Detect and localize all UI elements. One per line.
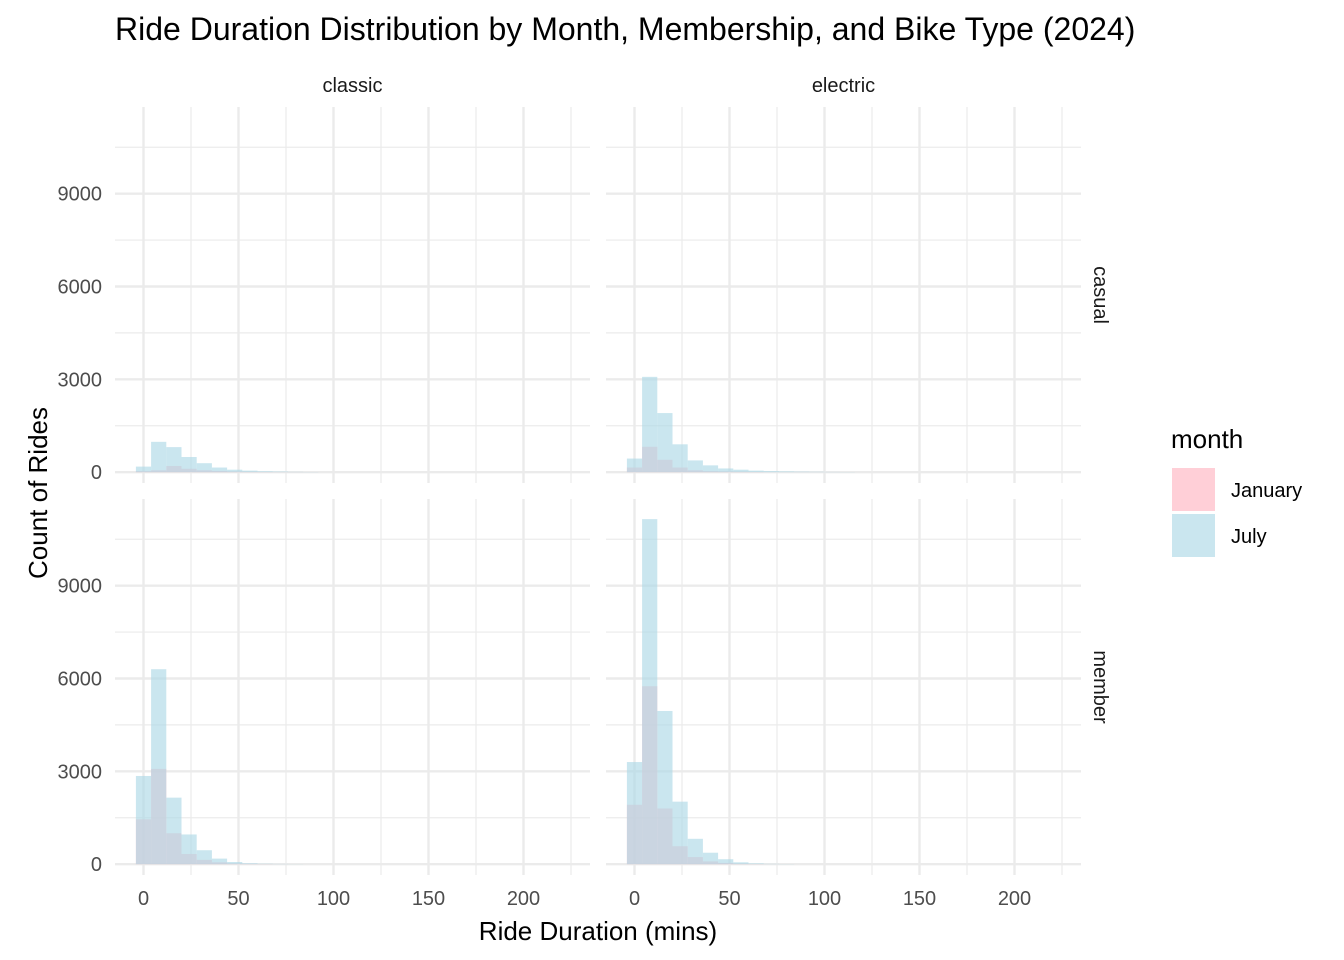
histogram-bar-july [151,441,167,473]
x-tick-label: 0 [629,888,640,910]
histogram-bar-july [657,413,673,473]
legend-label-january: January [1231,480,1302,502]
facet-panels: classic electric casual member 0 3000 6000 9000… [58,75,1112,910]
strip-label-electric: electric [812,75,875,97]
strip-label-member: member [1089,650,1111,724]
panel-casual-electric [606,107,1081,483]
histogram-bar-july [135,466,152,473]
y-tick-label: 0 [91,462,102,484]
histogram-bar-july [196,850,212,865]
strip-label-classic: classic [322,75,382,97]
histogram-bar-july [657,710,673,865]
histogram-bar-july [702,465,719,473]
histogram-bar-july [227,862,243,865]
histogram-bar-july [763,471,779,473]
histogram-bar-july [778,471,795,473]
histogram-bar-july [794,471,810,473]
histogram-bar-july [626,458,643,473]
histogram-bar-july [642,519,658,865]
panel-casual-classic [115,107,590,483]
y-tick-label: 9000 [58,184,103,206]
y-tick-label: 3000 [58,761,103,783]
panel-member-electric [606,499,1081,875]
y-axis-title: Count of Rides [23,407,53,579]
histogram-bar-july [181,834,197,865]
y-tick-label: 9000 [58,576,103,598]
x-tick-label: 50 [718,888,740,910]
histogram-bar-july [166,797,182,865]
histogram-bar-july [718,859,734,865]
legend: month January July [1171,424,1302,557]
histogram-bar-july [733,469,749,473]
legend-key-january [1172,468,1215,511]
histogram-bar-july [257,471,273,473]
strip-label-casual: casual [1089,266,1111,324]
legend-key-july [1172,514,1215,557]
x-tick-label: 0 [138,888,149,910]
x-tick-label: 200 [998,888,1031,910]
x-tick-label: 150 [903,888,936,910]
histogram-bar-july [196,463,212,473]
histogram-bar-july [748,863,764,865]
y-tick-label: 3000 [58,369,103,391]
x-tick-label: 100 [317,888,350,910]
histogram-bar-july [672,801,688,865]
y-tick-label: 0 [91,854,102,876]
histogram-bar-july [151,669,167,865]
histogram-bar-july [733,862,749,865]
histogram-bar-july [687,838,703,865]
x-tick-label: 200 [507,888,540,910]
histogram-bar-july [181,457,197,473]
histogram-bar-july [702,852,719,865]
histogram-bar-july [748,470,764,473]
histogram-bar-july [718,468,734,473]
histogram-bar-july [672,444,688,473]
chart-title: Ride Duration Distribution by Month, Mem… [115,11,1135,47]
x-tick-label: 100 [808,888,841,910]
histogram-bar-july [242,470,258,473]
x-axis-title: Ride Duration (mins) [479,916,717,946]
x-tick-label: 50 [227,888,249,910]
legend-title: month [1171,424,1243,454]
x-tick-label: 150 [412,888,445,910]
panel-member-classic [115,499,590,875]
y-tick-label: 6000 [58,668,103,690]
histogram-bar-july [272,471,288,473]
histogram-bar-july [211,858,228,865]
histogram-bar-july [211,467,228,473]
histogram-bar-july [687,460,703,473]
histogram-bar-july [166,447,182,473]
y-tick-label: 6000 [58,276,103,298]
histogram-bar-july [642,376,658,473]
histogram-bar-july [626,762,643,865]
histogram-bar-july [242,863,258,865]
legend-label-july: July [1231,526,1267,548]
histogram-bar-july [227,469,243,473]
histogram-bar-july [135,775,152,865]
